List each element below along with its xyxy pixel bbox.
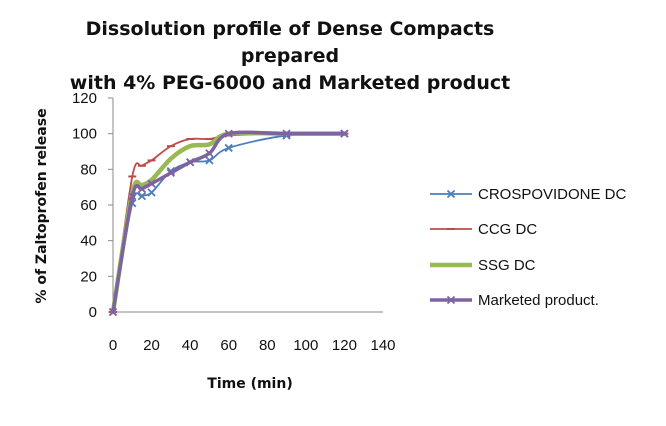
series-marketed-product (108, 129, 349, 317)
series-layer (108, 129, 349, 317)
data-point-marketed-product (147, 179, 156, 188)
x-tick-label: 120 (332, 337, 357, 354)
series-line-crospovidone-dc (112, 132, 346, 313)
y-tick-label: 20 (80, 268, 97, 285)
y-tick-label: 60 (80, 197, 97, 214)
x-tick-label: 140 (370, 337, 395, 354)
data-point-marketed-product (282, 129, 291, 138)
legend-marker-crospovidone-dc (446, 189, 456, 199)
legend-item-ssg-dc: SSG DC (430, 257, 536, 274)
x-tick-label: 40 (182, 337, 199, 354)
y-axis-title: % of Zaltoprofen release (34, 108, 50, 303)
x-tick-label: 60 (220, 337, 237, 354)
y-tick-label: 40 (80, 233, 97, 250)
legend-item-crospovidone-dc: CROSPOVIDONE DC (430, 186, 627, 203)
series-line-marketed-product (111, 130, 347, 314)
data-point-crospovidone-dc (205, 156, 214, 165)
y-tick-label: 80 (80, 161, 97, 178)
chart-title-line-1: Dissolution profile of Dense Compacts pr… (85, 18, 495, 67)
legend-label-ccg-dc: CCG DC (478, 221, 537, 238)
legend-item-marketed-product: Marketed product. (430, 292, 599, 309)
y-tick-label: 120 (72, 90, 97, 107)
x-tick-label: 20 (143, 337, 160, 354)
y-tick-label: 100 (72, 126, 97, 143)
legend: CROSPOVIDONE DC CCG DC SSG DC Marketed prod… (430, 186, 627, 309)
series-crospovidone-dc (108, 129, 349, 317)
data-point-marketed-product (186, 158, 195, 167)
data-point-crospovidone-dc (137, 191, 147, 201)
data-point-marketed-product (340, 129, 349, 138)
axes: 0 20 40 60 80 100 120 0 20 40 60 80 100 120 140 (72, 90, 396, 354)
series-ccg-dc (109, 132, 349, 313)
data-point-marketed-product (128, 191, 137, 201)
y-tick-label: 0 (89, 304, 97, 321)
x-axis-title: Time (min) (207, 376, 292, 392)
data-point-marketed-product (224, 129, 233, 138)
legend-label-marketed-product: Marketed product. (478, 292, 599, 309)
x-tick-label: 0 (109, 337, 117, 354)
chart-title-line-2: with 4% PEG-6000 and Marketed product (69, 72, 511, 94)
x-tick-label: 80 (259, 337, 276, 354)
legend-item-ccg-dc: CCG DC (430, 221, 537, 238)
chart-title: Dissolution profile of Dense Compacts pr… (40, 16, 540, 97)
data-point-crospovidone-dc (147, 188, 156, 197)
data-point-marketed-product (166, 168, 175, 178)
data-point-marketed-product (108, 307, 118, 317)
legend-label-crospovidone-dc: CROSPOVIDONE DC (478, 186, 627, 203)
data-point-crospovidone-dc (224, 143, 233, 153)
data-point-marketed-product (137, 184, 147, 194)
legend-marker-marketed-product (446, 295, 456, 305)
x-tick-label: 100 (293, 337, 318, 354)
legend-label-ssg-dc: SSG DC (478, 257, 536, 274)
data-point-marketed-product (205, 149, 214, 158)
